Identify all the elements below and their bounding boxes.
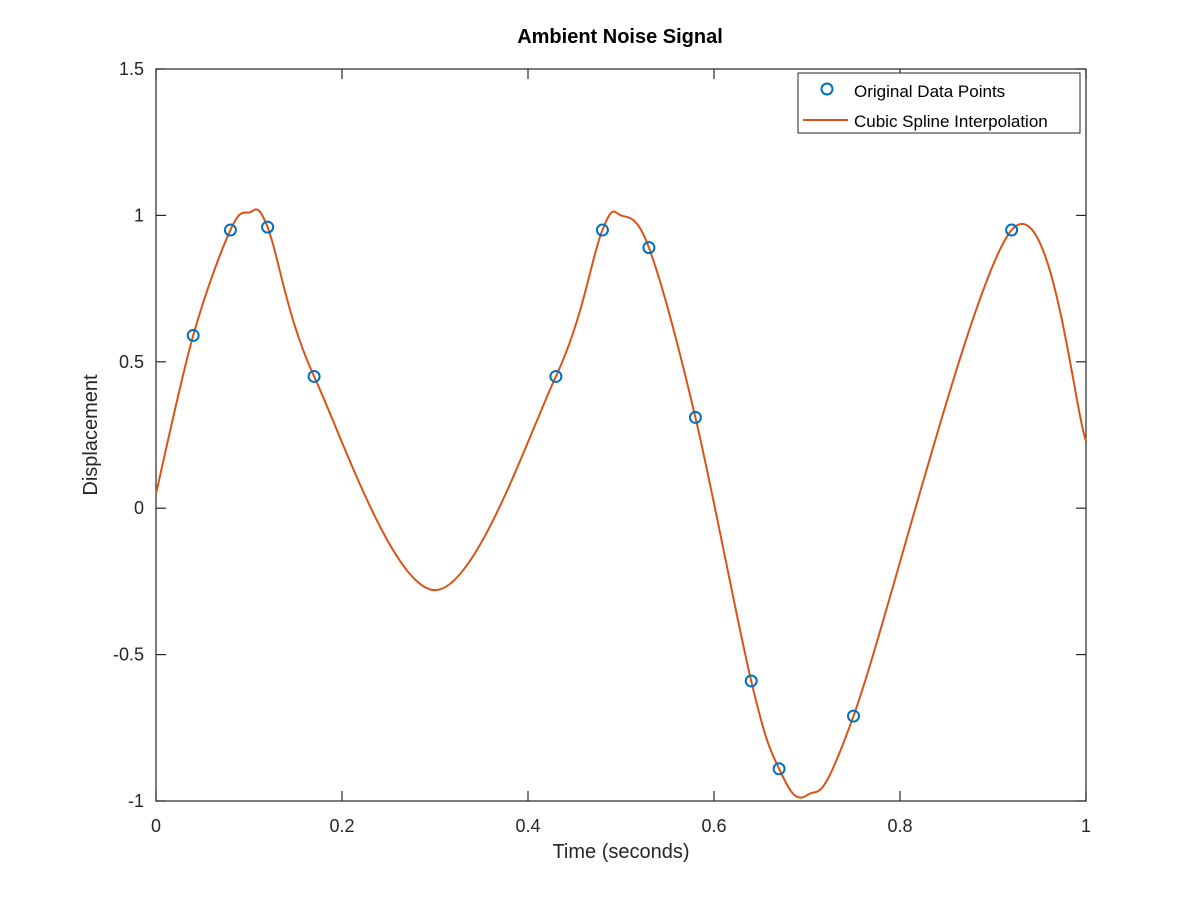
data-point bbox=[1005, 223, 1019, 237]
chart-title: Ambient Noise Signal bbox=[517, 26, 723, 48]
series-layer bbox=[155, 208, 1087, 799]
y-axis-label: Displacement bbox=[80, 374, 102, 496]
data-point bbox=[261, 220, 275, 234]
y-tick-label: -0.5 bbox=[113, 645, 144, 665]
x-tick-labels: 0 0.2 0.4 0.6 0.8 1 bbox=[151, 816, 1091, 836]
data-point bbox=[549, 369, 563, 383]
legend-box bbox=[797, 72, 1081, 134]
data-point bbox=[847, 709, 860, 723]
legend-entry-spline: Cubic Spline Interpolation bbox=[854, 112, 1048, 131]
y-tick-label: 1 bbox=[134, 205, 144, 225]
data-point bbox=[307, 369, 321, 383]
data-point bbox=[186, 328, 200, 342]
y-tick-label: 0 bbox=[134, 498, 144, 518]
x-tick-label: 0 bbox=[151, 816, 161, 836]
x-tick-label: 0.4 bbox=[515, 816, 540, 836]
y-tick-labels: -1 -0.5 0 0.5 1 1.5 bbox=[113, 59, 144, 811]
data-point bbox=[642, 241, 656, 255]
data-point bbox=[688, 410, 702, 424]
y-tick-label: 1.5 bbox=[119, 59, 144, 79]
legend: Original Data Points Cubic Spline Interp… bbox=[797, 72, 1081, 134]
y-tick-label: -1 bbox=[128, 791, 144, 811]
data-point bbox=[744, 674, 758, 688]
spline-line bbox=[155, 208, 1087, 799]
y-tick-label: 0.5 bbox=[119, 352, 144, 372]
data-points bbox=[186, 220, 1019, 776]
data-point bbox=[595, 223, 609, 237]
legend-entry-points: Original Data Points bbox=[854, 82, 1005, 101]
x-tick-label: 1 bbox=[1081, 816, 1091, 836]
x-tick-label: 0.6 bbox=[701, 816, 726, 836]
plot-area bbox=[155, 68, 1087, 802]
x-axis-label: Time (seconds) bbox=[552, 841, 689, 863]
x-tick-label: 0.2 bbox=[329, 816, 354, 836]
data-point bbox=[223, 223, 237, 237]
legend-marker-circle bbox=[820, 82, 834, 96]
x-tick-label: 0.8 bbox=[887, 816, 912, 836]
data-point bbox=[772, 762, 786, 776]
